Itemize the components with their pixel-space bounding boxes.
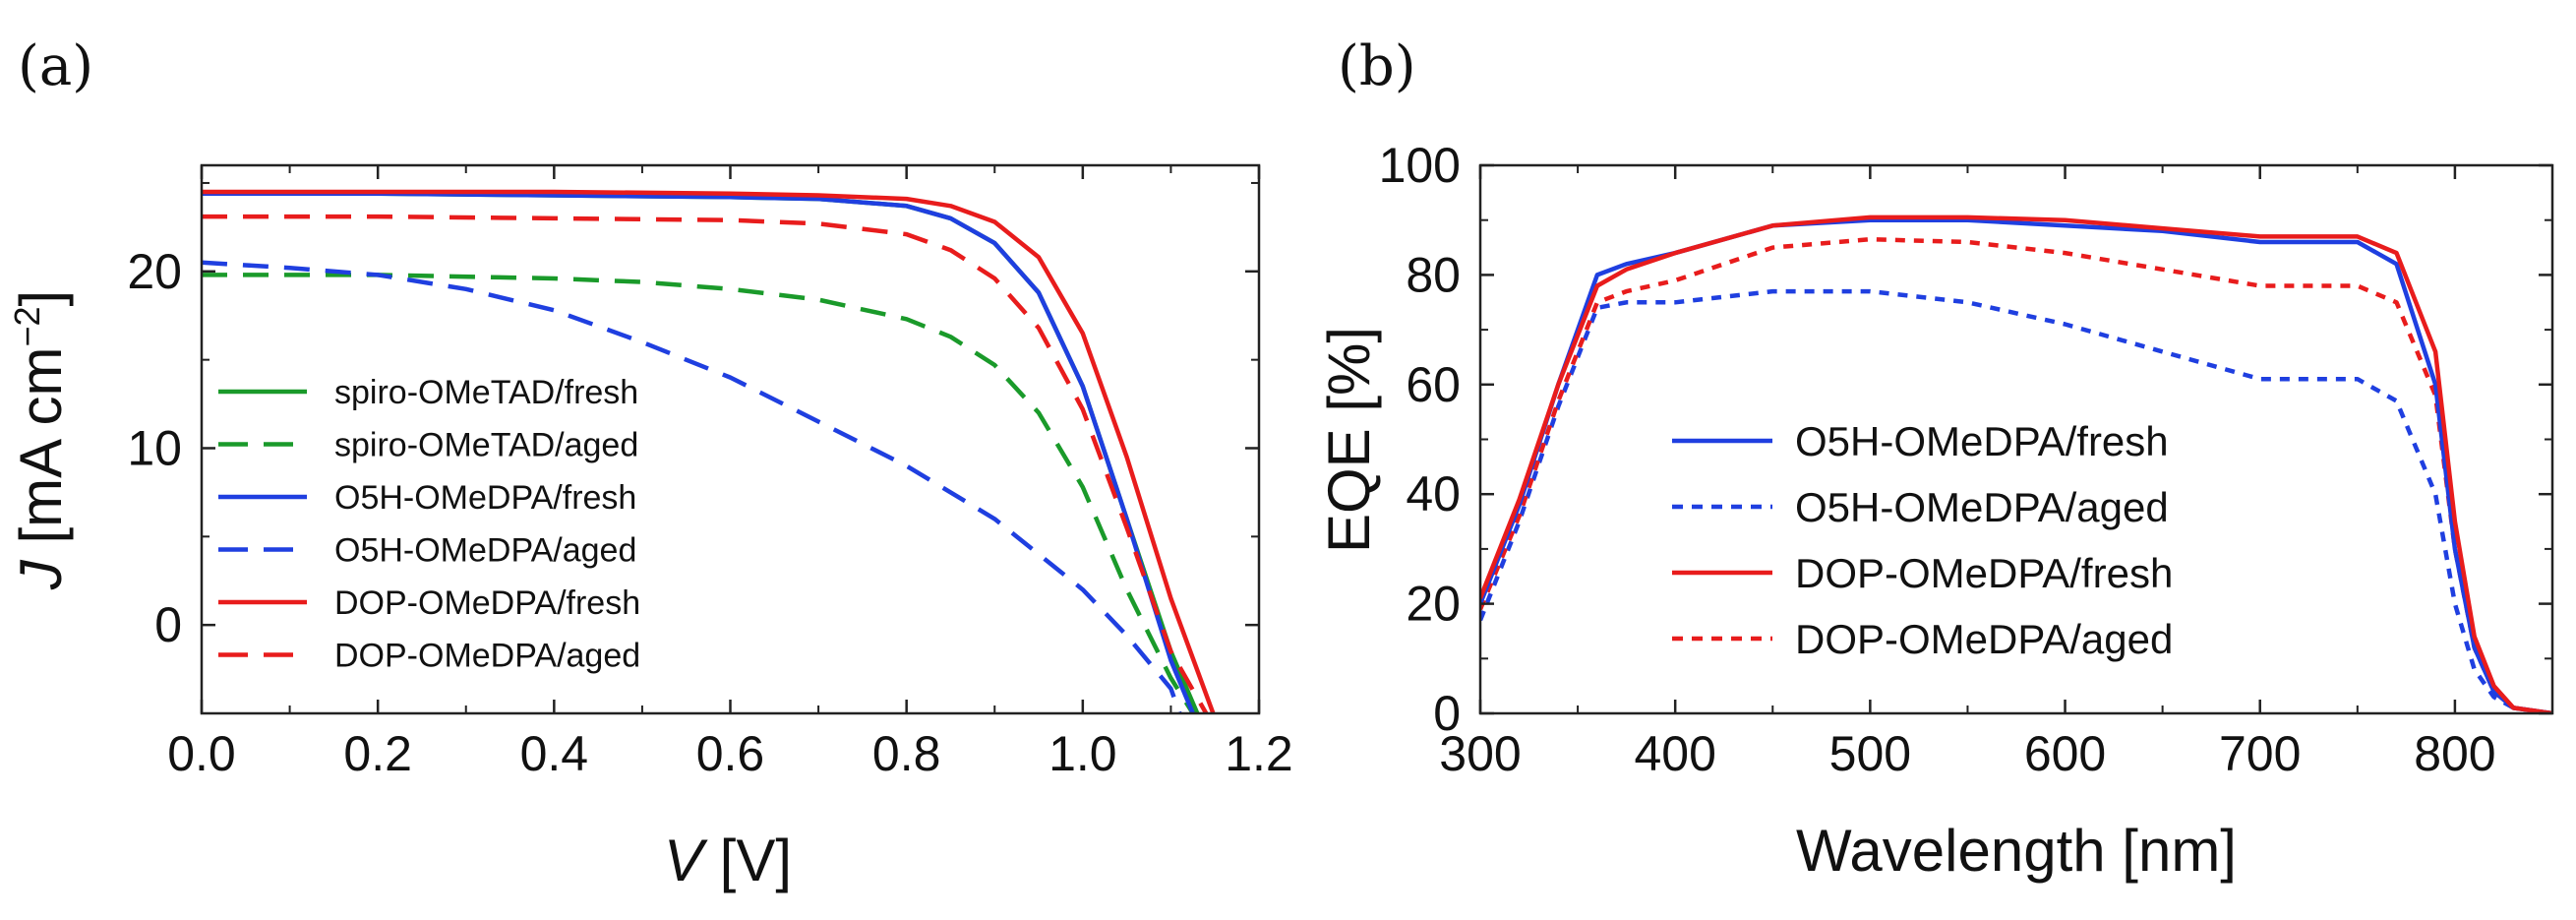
chart-b-xlabel: Wavelength [nm] bbox=[1796, 818, 2237, 884]
y-tick-label-b: 40 bbox=[1406, 466, 1461, 521]
x-tick-label-b: 400 bbox=[1634, 726, 1715, 781]
chart-a-xlabel-var: V bbox=[664, 828, 708, 893]
chart-a-xlabel-unit: [V] bbox=[703, 828, 792, 893]
chart-b-ylabel: EQE [%] bbox=[1316, 327, 1382, 553]
legend-b-label-dop-omedpa-aged: DOP-OMeDPA/aged bbox=[1795, 616, 2173, 662]
y-tick-label-a: 0 bbox=[154, 597, 182, 652]
x-tick-label-a: 0.4 bbox=[520, 726, 589, 781]
legend-b-label-o5h-omedpa-aged: O5H-OMeDPA/aged bbox=[1795, 484, 2169, 530]
series-a-o5h-omedpa-aged bbox=[202, 260, 1182, 713]
chart-a-ylabel-close: ] bbox=[8, 290, 74, 307]
y-tick-label-a: 20 bbox=[127, 244, 182, 299]
x-tick-label-b: 600 bbox=[2024, 726, 2106, 781]
legend-b-label-dop-omedpa-fresh: DOP-OMeDPA/fresh bbox=[1795, 550, 2173, 596]
chart-b-ticks: 300 400 500 600 700 800 0 20 40 60 80 100 bbox=[1379, 138, 2553, 781]
chart-a-ticks: 0.0 0.2 0.4 0.6 0.8 1.0 1.2 0 10 20 bbox=[127, 165, 1293, 781]
legend-a-label-o5h-omedpa-fresh: O5H-OMeDPA/fresh bbox=[334, 479, 636, 517]
chart-a-ylabel-unit: [mA cm bbox=[8, 347, 74, 561]
series-a-dop-omedpa-aged bbox=[202, 214, 1209, 713]
chart-b-legend: O5H-OMeDPA/fresh O5H-OMeDPA/aged DOP-OMeDP… bbox=[1672, 418, 2173, 662]
x-tick-label-a: 0.0 bbox=[167, 726, 236, 781]
chart-a: 0.0 0.2 0.4 0.6 0.8 1.0 1.2 0 10 20 spiro-OMeTAD/… bbox=[7, 163, 1293, 893]
chart-b-series bbox=[1480, 215, 2552, 713]
legend-a-label-spiro-ometad-fresh: spiro-OMeTAD/fresh bbox=[334, 374, 638, 411]
chart-b: 300 400 500 600 700 800 0 20 40 60 80 100 O5H-OMeDP… bbox=[1316, 138, 2554, 884]
chart-a-series bbox=[202, 189, 1216, 713]
series-b-o5h-omedpa-fresh bbox=[1480, 217, 2552, 713]
x-tick-label-b: 300 bbox=[1439, 726, 1521, 781]
chart-a-xlabel: V [V] bbox=[664, 828, 792, 893]
series-b-o5h-omedpa-aged bbox=[1480, 288, 2552, 713]
panel-b-label: (b) bbox=[1338, 34, 1416, 98]
legend-a-label-o5h-omedpa-aged: O5H-OMeDPA/aged bbox=[334, 532, 636, 570]
legend-a-label-dop-omedpa-fresh: DOP-OMeDPA/fresh bbox=[334, 584, 640, 622]
series-a-dop-omedpa-fresh bbox=[202, 189, 1216, 713]
x-tick-label-a: 0.6 bbox=[696, 726, 765, 781]
x-tick-label-a: 1.2 bbox=[1225, 726, 1293, 781]
series-b-dop-omedpa-fresh bbox=[1480, 215, 2552, 713]
y-tick-label-a: 10 bbox=[127, 420, 182, 475]
panel-a-label: (a) bbox=[18, 34, 93, 98]
legend-a-label-spiro-ometad-aged: spiro-OMeTAD/aged bbox=[334, 427, 638, 464]
x-tick-label-a: 1.0 bbox=[1048, 726, 1117, 781]
chart-a-legend: spiro-OMeTAD/fresh spiro-OMeTAD/aged O5H-O… bbox=[218, 374, 640, 675]
x-tick-label-a: 0.2 bbox=[343, 726, 412, 781]
legend-b-label-o5h-omedpa-fresh: O5H-OMeDPA/fresh bbox=[1795, 418, 2169, 464]
chart-a-ylabel-var: J bbox=[8, 559, 74, 590]
series-a-spiro-ometad-aged bbox=[202, 273, 1195, 713]
y-tick-label-b: 100 bbox=[1379, 138, 1461, 193]
legend-a-label-dop-omedpa-aged: DOP-OMeDPA/aged bbox=[334, 638, 640, 675]
x-tick-label-b: 500 bbox=[1829, 726, 1911, 781]
x-tick-label-b: 700 bbox=[2219, 726, 2301, 781]
y-tick-label-b: 60 bbox=[1406, 357, 1461, 412]
y-tick-label-b: 20 bbox=[1406, 577, 1461, 632]
chart-a-ylabel: J [mA cm−2] bbox=[7, 290, 74, 590]
y-tick-label-b: 80 bbox=[1406, 247, 1461, 302]
y-tick-label-b: 0 bbox=[1433, 686, 1461, 741]
chart-a-ylabel-sup: −2 bbox=[7, 306, 47, 346]
x-tick-label-a: 0.8 bbox=[872, 726, 941, 781]
x-tick-label-b: 800 bbox=[2414, 726, 2495, 781]
series-a-o5h-omedpa-fresh bbox=[202, 191, 1195, 713]
